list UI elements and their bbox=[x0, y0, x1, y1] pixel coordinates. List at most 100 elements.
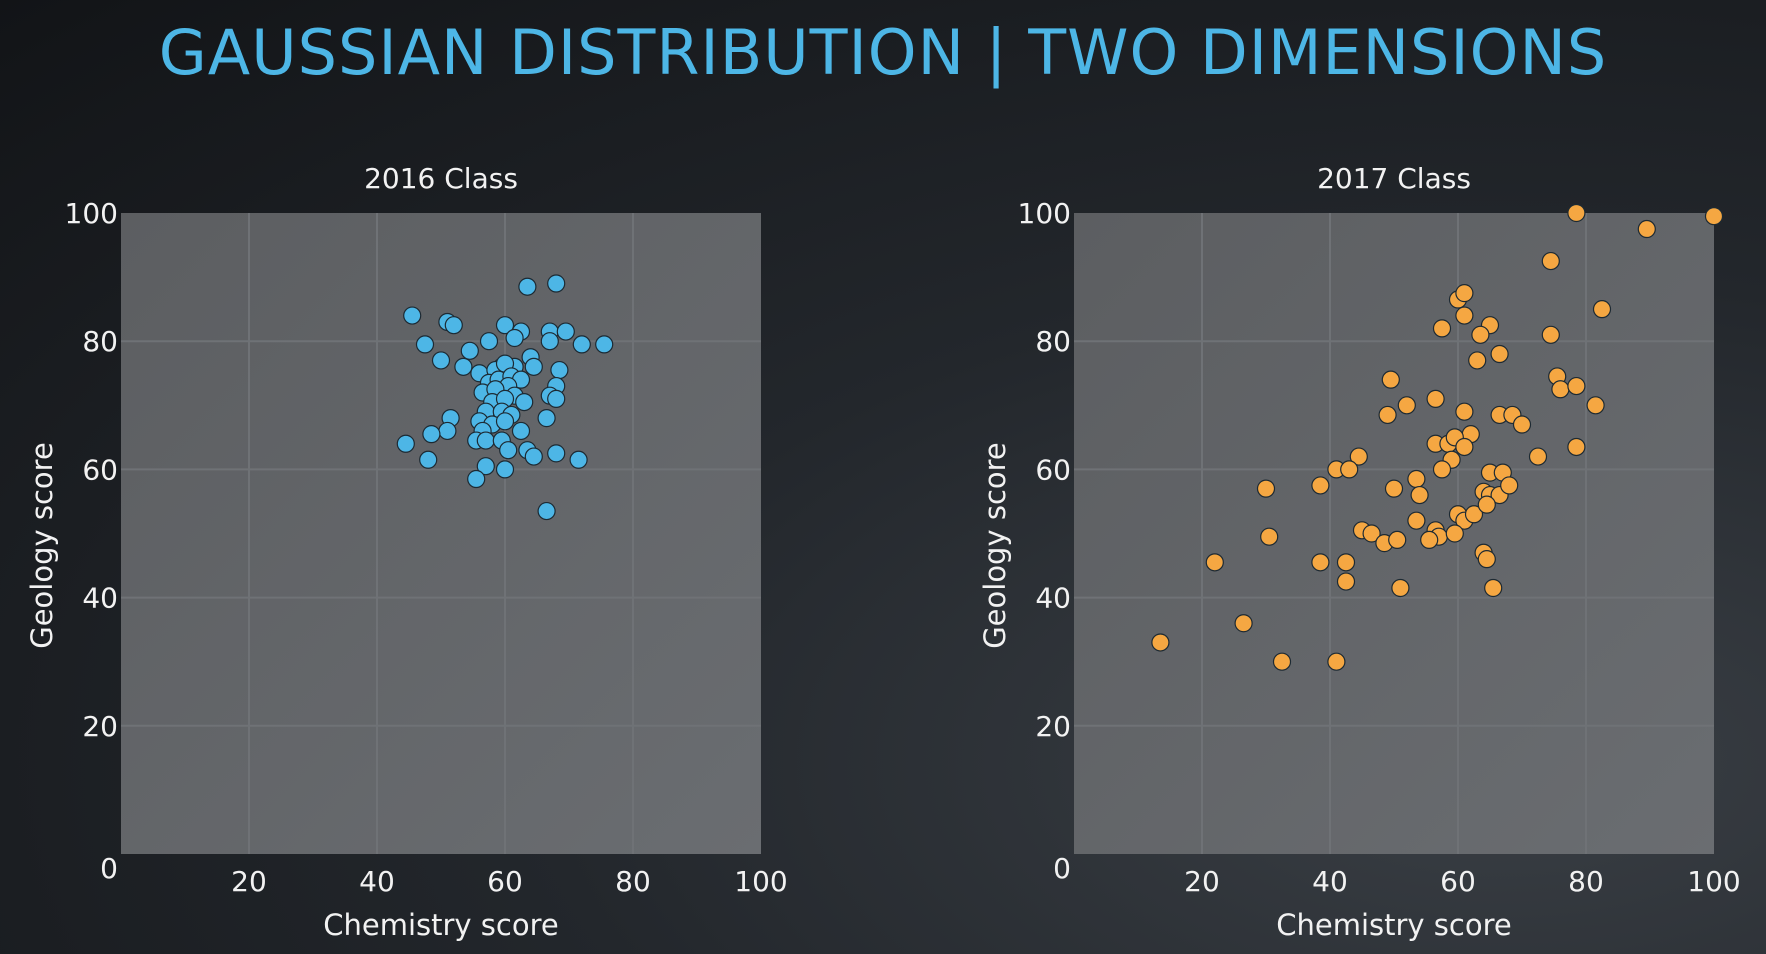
data-point bbox=[511, 421, 531, 441]
data-point bbox=[547, 274, 566, 293]
plot-2017-class: 2017 Class 20 40 60 80 100 20 40 60 80 100 0 Chemist… bbox=[978, 162, 1741, 942]
data-point bbox=[1455, 437, 1474, 457]
data-point bbox=[547, 389, 566, 408]
y-tick-label: 20 bbox=[82, 710, 118, 743]
data-point bbox=[1432, 460, 1452, 479]
data-point bbox=[499, 441, 518, 460]
data-point bbox=[1567, 437, 1586, 457]
data-point bbox=[444, 316, 463, 335]
y-axis-label: Geology score bbox=[978, 442, 1012, 649]
y-tick-label: 100 bbox=[1018, 197, 1071, 230]
x-tick-label: 40 bbox=[359, 865, 395, 898]
data-point bbox=[438, 421, 457, 441]
y-tick-label: 80 bbox=[82, 325, 118, 358]
data-point bbox=[1410, 485, 1429, 505]
data-point bbox=[1432, 319, 1452, 338]
x-tick-label: 20 bbox=[231, 865, 267, 898]
data-point bbox=[1455, 284, 1474, 303]
data-point bbox=[1704, 207, 1724, 226]
data-point bbox=[1151, 633, 1170, 652]
data-point bbox=[572, 335, 591, 354]
data-point bbox=[1336, 553, 1356, 572]
data-point bbox=[515, 392, 534, 412]
data-point bbox=[479, 332, 499, 351]
plot-title: 2016 Class bbox=[364, 162, 518, 195]
x-tick-label: 60 bbox=[1440, 865, 1476, 898]
data-point bbox=[1272, 652, 1292, 671]
data-point bbox=[1391, 578, 1410, 598]
data-point bbox=[1397, 396, 1416, 415]
slide-title: GAUSSIAN DISTRIBUTION | TWO DIMENSIONS bbox=[158, 16, 1608, 89]
data-point bbox=[1464, 505, 1484, 524]
data-point bbox=[396, 434, 415, 453]
data-point bbox=[431, 351, 451, 370]
data-point bbox=[1260, 527, 1279, 546]
origin-label: 0 bbox=[1053, 852, 1071, 885]
data-point bbox=[1567, 376, 1586, 396]
data-point bbox=[505, 328, 524, 348]
data-point bbox=[1567, 203, 1586, 223]
data-point bbox=[1311, 553, 1330, 572]
data-point bbox=[1500, 476, 1519, 495]
data-point bbox=[1477, 550, 1496, 569]
data-point bbox=[518, 277, 537, 296]
data-point bbox=[476, 457, 495, 476]
x-tick-label: 80 bbox=[1568, 865, 1604, 898]
data-point bbox=[1420, 530, 1439, 550]
data-point bbox=[1381, 370, 1400, 389]
data-point bbox=[1407, 511, 1426, 530]
data-point bbox=[524, 447, 543, 466]
x-tick-label: 80 bbox=[615, 865, 651, 898]
x-tick-label: 20 bbox=[1184, 865, 1220, 898]
data-point bbox=[495, 412, 515, 431]
data-point bbox=[454, 357, 473, 376]
data-point bbox=[1551, 380, 1570, 399]
y-tick-label: 100 bbox=[65, 197, 118, 230]
data-point bbox=[1256, 479, 1276, 498]
data-point bbox=[495, 460, 515, 479]
data-point bbox=[595, 335, 614, 354]
data-point bbox=[1407, 469, 1426, 489]
data-point bbox=[1388, 530, 1407, 550]
x-axis-label: Chemistry score bbox=[1276, 908, 1511, 942]
data-point bbox=[1234, 614, 1253, 633]
data-point bbox=[537, 409, 556, 428]
data-point bbox=[1541, 325, 1560, 344]
data-point bbox=[1384, 479, 1404, 498]
plot-title: 2017 Class bbox=[1317, 162, 1471, 195]
data-point bbox=[550, 360, 569, 380]
data-point bbox=[422, 425, 441, 444]
data-point bbox=[1541, 251, 1560, 271]
y-tick-label: 80 bbox=[1035, 325, 1071, 358]
data-point bbox=[1468, 351, 1487, 370]
data-point bbox=[1327, 652, 1346, 671]
data-point bbox=[1336, 572, 1356, 591]
x-tick-label: 100 bbox=[734, 865, 787, 898]
data-point bbox=[495, 316, 515, 335]
origin-label: 0 bbox=[100, 852, 118, 885]
data-point bbox=[1477, 495, 1496, 514]
data-point bbox=[1455, 306, 1474, 325]
data-point bbox=[1490, 344, 1509, 364]
x-axis-label: Chemistry score bbox=[323, 908, 558, 942]
y-tick-label: 20 bbox=[1035, 710, 1071, 743]
x-tick-label: 100 bbox=[1687, 865, 1740, 898]
y-axis-label: Geology score bbox=[25, 442, 59, 649]
y-tick-label: 60 bbox=[82, 453, 118, 486]
data-point bbox=[1484, 578, 1503, 598]
y-tick-label: 40 bbox=[82, 582, 118, 615]
data-point bbox=[1378, 405, 1397, 425]
data-point bbox=[1426, 389, 1445, 408]
data-point bbox=[1445, 524, 1464, 543]
data-point bbox=[476, 431, 495, 450]
data-point bbox=[1349, 447, 1368, 466]
x-tick-label: 60 bbox=[487, 865, 523, 898]
data-point bbox=[547, 444, 566, 463]
data-point bbox=[524, 357, 543, 376]
data-point bbox=[1637, 219, 1656, 239]
data-point bbox=[1528, 447, 1548, 466]
plot-2016-class: 2016 Class 20 40 60 80 100 20 40 60 80 100 0 Chemist… bbox=[25, 162, 788, 942]
plot-area bbox=[121, 213, 761, 854]
data-point bbox=[415, 335, 435, 354]
